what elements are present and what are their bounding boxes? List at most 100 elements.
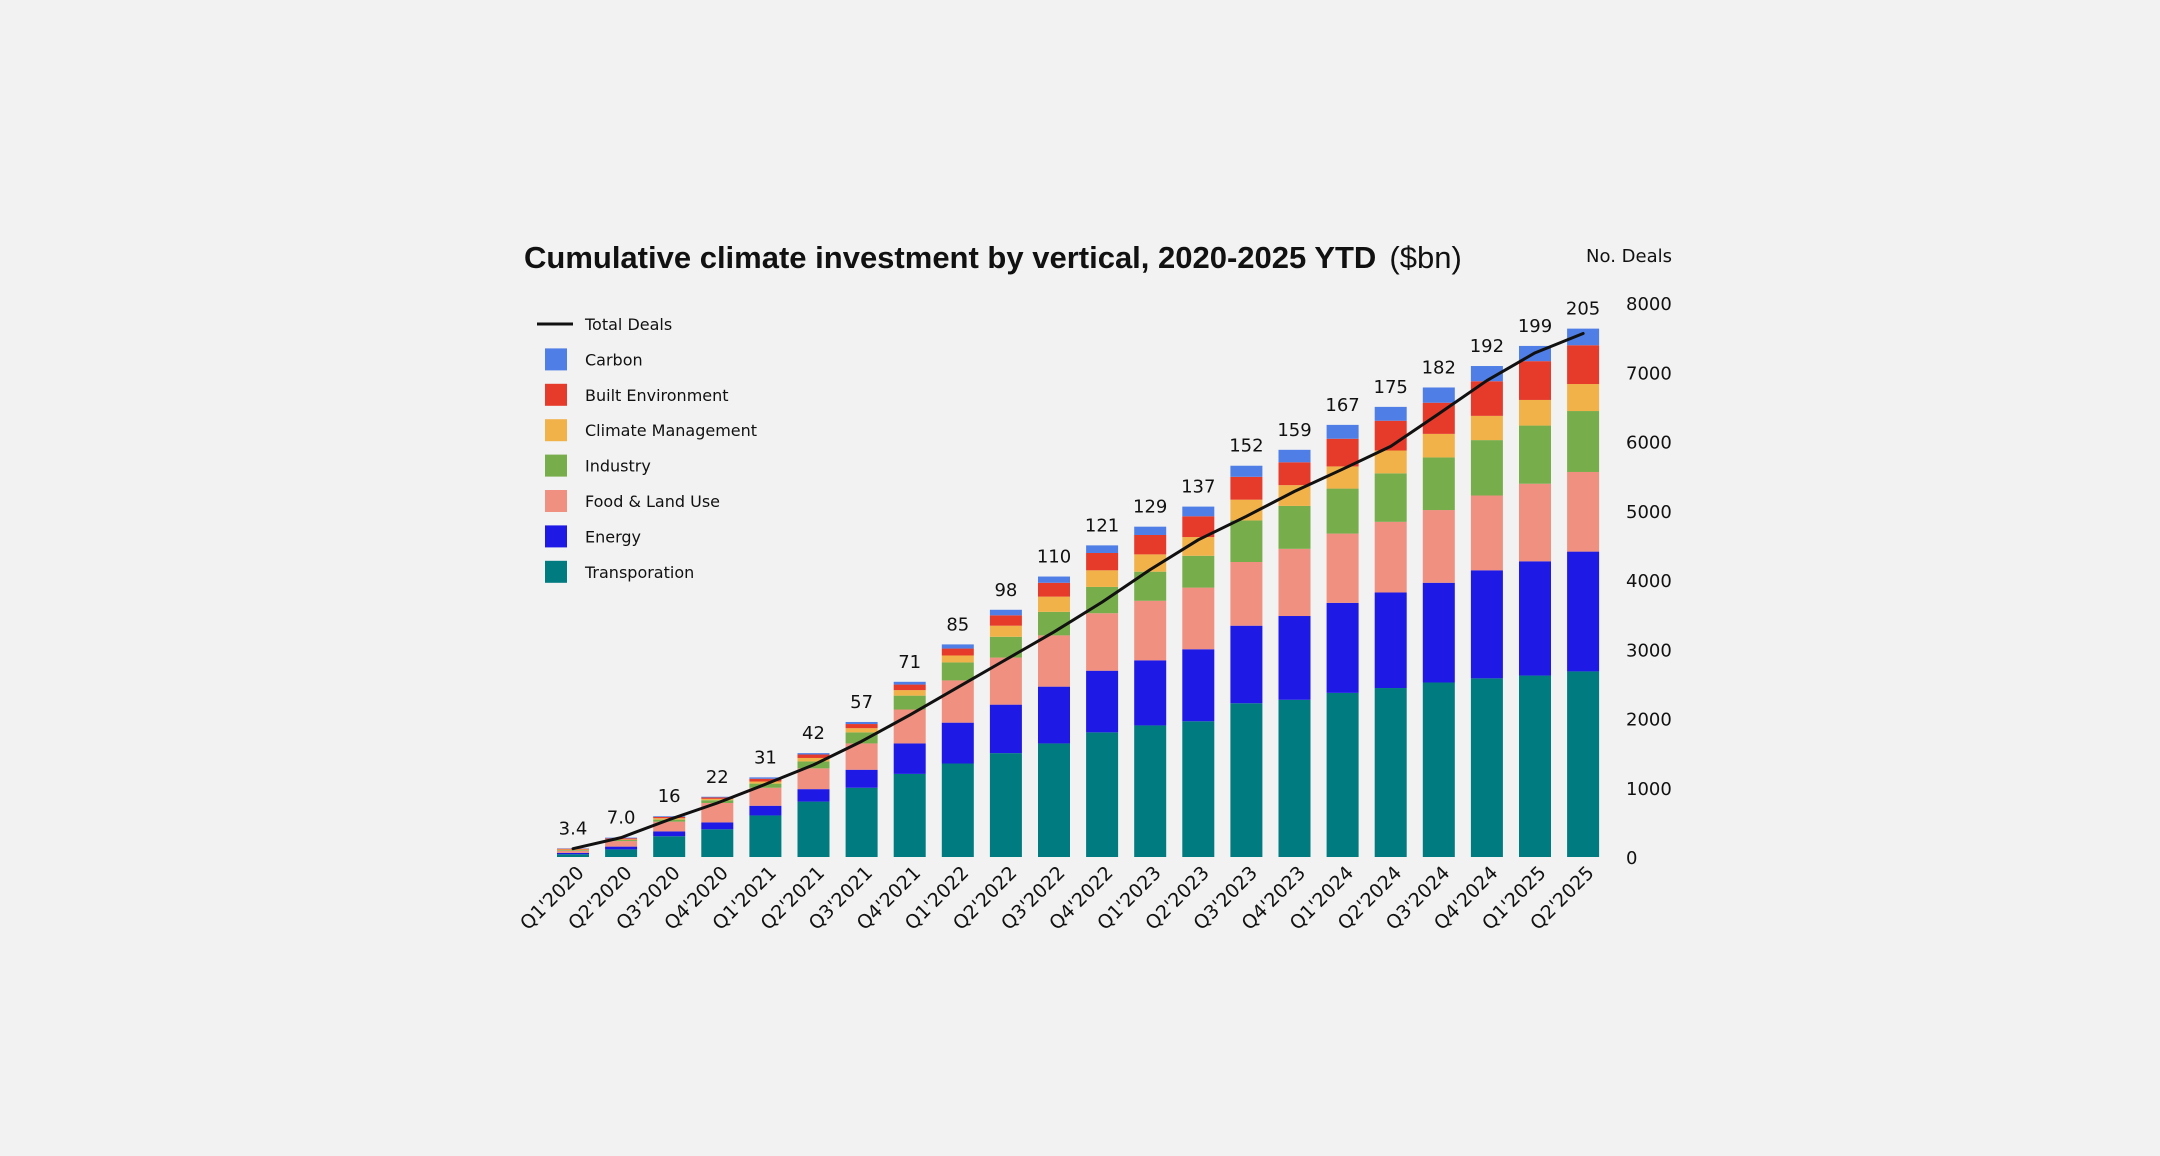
bar-industry-18	[1423, 457, 1455, 510]
bar-carbon-7	[894, 682, 926, 685]
bar-energy-13	[1182, 649, 1214, 721]
deal-count-label: 42	[802, 723, 825, 744]
bar-transporation-17	[1375, 688, 1407, 857]
deal-count-label: 182	[1422, 357, 1456, 378]
bar-industry-17	[1375, 473, 1407, 521]
bar-climate-management-9	[990, 626, 1022, 637]
bar-energy-10	[1038, 687, 1070, 744]
bar-transporation-2	[653, 836, 685, 857]
bar-industry-15	[1279, 506, 1311, 549]
y-tick-label: 1000	[1626, 779, 1672, 800]
bar-food-land-use-10	[1038, 635, 1070, 686]
bar-transporation-16	[1327, 693, 1359, 857]
bar-energy-14	[1230, 626, 1262, 704]
legend-swatch	[545, 455, 567, 477]
y-tick-label: 4000	[1626, 571, 1672, 592]
bar-transporation-13	[1182, 721, 1214, 857]
bar-food-land-use-4	[749, 788, 781, 806]
bar-built-environment-15	[1279, 462, 1311, 485]
bar-carbon-9	[990, 610, 1022, 616]
bar-energy-5	[798, 789, 830, 801]
y-tick-label: 8000	[1626, 294, 1672, 315]
bar-industry-21	[1567, 411, 1599, 472]
bar-transporation-18	[1423, 682, 1455, 857]
bar-energy-8	[942, 723, 974, 764]
bar-food-land-use-20	[1519, 484, 1551, 562]
y-tick-label: 6000	[1626, 433, 1672, 454]
bar-built-environment-14	[1230, 477, 1262, 500]
legend-label: Built Environment	[585, 386, 729, 405]
bar-climate-management-21	[1567, 384, 1599, 411]
bar-industry-13	[1182, 556, 1214, 588]
legend-label: Carbon	[585, 350, 643, 369]
bar-carbon-15	[1279, 450, 1311, 462]
deal-count-label: 31	[754, 747, 777, 768]
bar-energy-0	[557, 853, 589, 854]
bar-climate-management-8	[942, 655, 974, 662]
deal-count-label: 16	[658, 786, 681, 807]
bar-built-environment-8	[942, 649, 974, 656]
legend-swatch	[545, 384, 567, 406]
bar-transporation-15	[1279, 700, 1311, 857]
bar-food-land-use-11	[1086, 613, 1118, 670]
bar-industry-19	[1471, 440, 1503, 495]
bar-energy-4	[749, 806, 781, 816]
bar-energy-2	[653, 831, 685, 836]
bar-built-environment-7	[894, 685, 926, 691]
bar-food-land-use-21	[1567, 472, 1599, 552]
deal-count-label: 71	[898, 652, 921, 673]
deal-count-label: 152	[1229, 436, 1263, 457]
bar-transporation-7	[894, 774, 926, 857]
bar-industry-8	[942, 662, 974, 680]
legend-swatch	[545, 348, 567, 370]
bar-climate-management-7	[894, 690, 926, 696]
bar-food-land-use-5	[798, 768, 830, 789]
bar-industry-14	[1230, 520, 1262, 562]
legend-label: Climate Management	[585, 421, 757, 440]
legend-swatch	[545, 561, 567, 583]
bar-energy-15	[1279, 616, 1311, 700]
legend-swatch	[545, 525, 567, 547]
bar-climate-management-19	[1471, 416, 1503, 440]
bar-transporation-6	[846, 788, 878, 857]
chart-title: Cumulative climate investment by vertica…	[524, 240, 1462, 275]
bar-food-land-use-13	[1182, 588, 1214, 650]
bar-carbon-5	[798, 753, 830, 754]
bar-transporation-3	[701, 829, 733, 857]
bar-food-land-use-16	[1327, 534, 1359, 603]
deal-count-label: 121	[1085, 515, 1119, 536]
bar-energy-20	[1519, 561, 1551, 675]
bar-built-environment-20	[1519, 361, 1551, 400]
deal-count-label: 205	[1566, 299, 1600, 320]
bar-energy-16	[1327, 603, 1359, 693]
deal-count-label: 85	[946, 614, 969, 635]
bar-transporation-5	[798, 802, 830, 857]
bar-food-land-use-0	[557, 851, 589, 853]
bar-transporation-9	[990, 753, 1022, 857]
bar-transporation-12	[1134, 725, 1166, 857]
bar-transporation-4	[749, 815, 781, 857]
bar-transporation-10	[1038, 743, 1070, 857]
bar-carbon-11	[1086, 545, 1118, 553]
bar-carbon-14	[1230, 466, 1262, 477]
bar-energy-19	[1471, 570, 1503, 678]
bar-energy-11	[1086, 671, 1118, 733]
deal-count-label: 199	[1518, 316, 1552, 337]
legend-label: Transporation	[584, 563, 694, 582]
bar-food-land-use-12	[1134, 601, 1166, 661]
deal-count-label: 175	[1374, 377, 1408, 398]
bar-carbon-16	[1327, 425, 1359, 439]
bar-energy-17	[1375, 592, 1407, 688]
bar-built-environment-19	[1471, 381, 1503, 416]
bar-energy-3	[701, 822, 733, 829]
deal-count-label: 110	[1037, 547, 1071, 568]
bar-carbon-12	[1134, 527, 1166, 535]
bar-transporation-11	[1086, 732, 1118, 857]
bar-energy-9	[990, 705, 1022, 753]
bar-food-land-use-19	[1471, 496, 1503, 571]
deal-count-label: 3.4	[559, 818, 588, 839]
bar-built-environment-21	[1567, 345, 1599, 384]
deal-count-label: 159	[1277, 420, 1311, 441]
deal-count-label: 98	[994, 580, 1017, 601]
